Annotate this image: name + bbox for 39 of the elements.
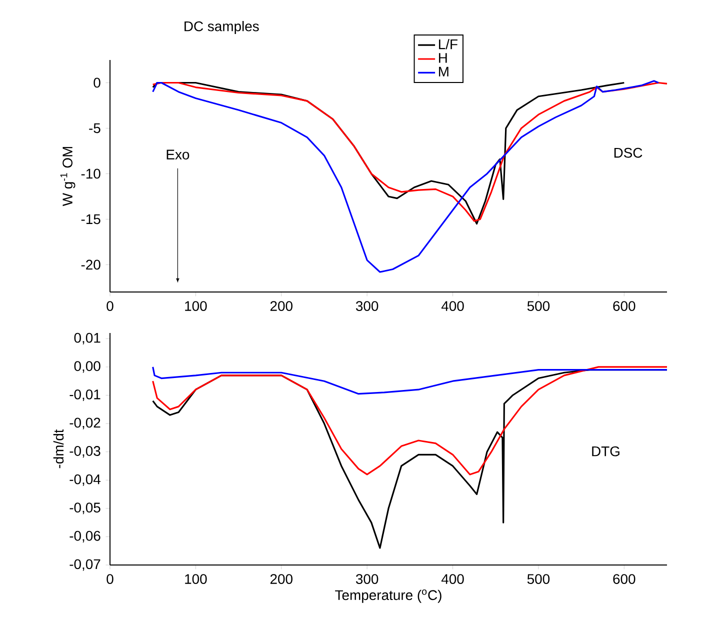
x-tick-label: 200 xyxy=(270,574,292,584)
y-tick-label: -5 xyxy=(89,123,100,134)
y-axis-title: -dm/dt xyxy=(53,429,64,468)
x-tick-label: 200 xyxy=(270,301,292,311)
line-series xyxy=(152,80,660,273)
y-tick-label: -0,06 xyxy=(70,530,100,542)
x-tick-label: 400 xyxy=(441,301,464,311)
y-tick-label: -0,04 xyxy=(70,474,100,486)
x-tick-label: 300 xyxy=(356,574,378,584)
y-tick-label: -0,02 xyxy=(70,418,100,430)
y-tick-label: 0 xyxy=(94,78,100,88)
x-tick-label: 400 xyxy=(441,574,464,584)
x-tick-label: 0 xyxy=(106,301,114,311)
x-tick-label: 600 xyxy=(613,301,636,311)
y-tick-label: -0,01 xyxy=(70,389,100,402)
y-tick-label: -15 xyxy=(81,214,100,224)
y-tick-label: -0,05 xyxy=(70,502,100,514)
x-tick-label: 300 xyxy=(356,301,378,311)
y-tick-label: 0,01 xyxy=(74,332,100,344)
x-tick-label: 100 xyxy=(185,574,207,584)
x-tick-label: 500 xyxy=(527,301,550,311)
y-tick-label: -20 xyxy=(81,260,100,270)
y-tick-label: -10 xyxy=(81,168,100,179)
y-tick-label: -0,03 xyxy=(70,446,100,458)
x-tick-label: 0 xyxy=(106,574,114,584)
y-axis-title: W g$^{-1}$ OM xyxy=(60,146,76,206)
x-tick-label: 500 xyxy=(527,574,550,584)
annotation: Exo xyxy=(166,150,190,160)
text: DC samples xyxy=(184,21,259,34)
legend-label: M xyxy=(438,66,448,76)
annotation: DTG xyxy=(592,446,620,456)
y-tick-label: -0,07 xyxy=(70,559,100,571)
x-tick-label: 600 xyxy=(613,574,636,584)
legend-label: H xyxy=(438,53,447,63)
legend-label: L/F xyxy=(438,38,458,50)
x-tick-label: 100 xyxy=(185,301,207,311)
annotation: DSC xyxy=(614,148,642,158)
x-axis-title: Temperature ($^{o}$C) xyxy=(335,589,442,603)
y-tick-label: 0,00 xyxy=(74,361,100,373)
